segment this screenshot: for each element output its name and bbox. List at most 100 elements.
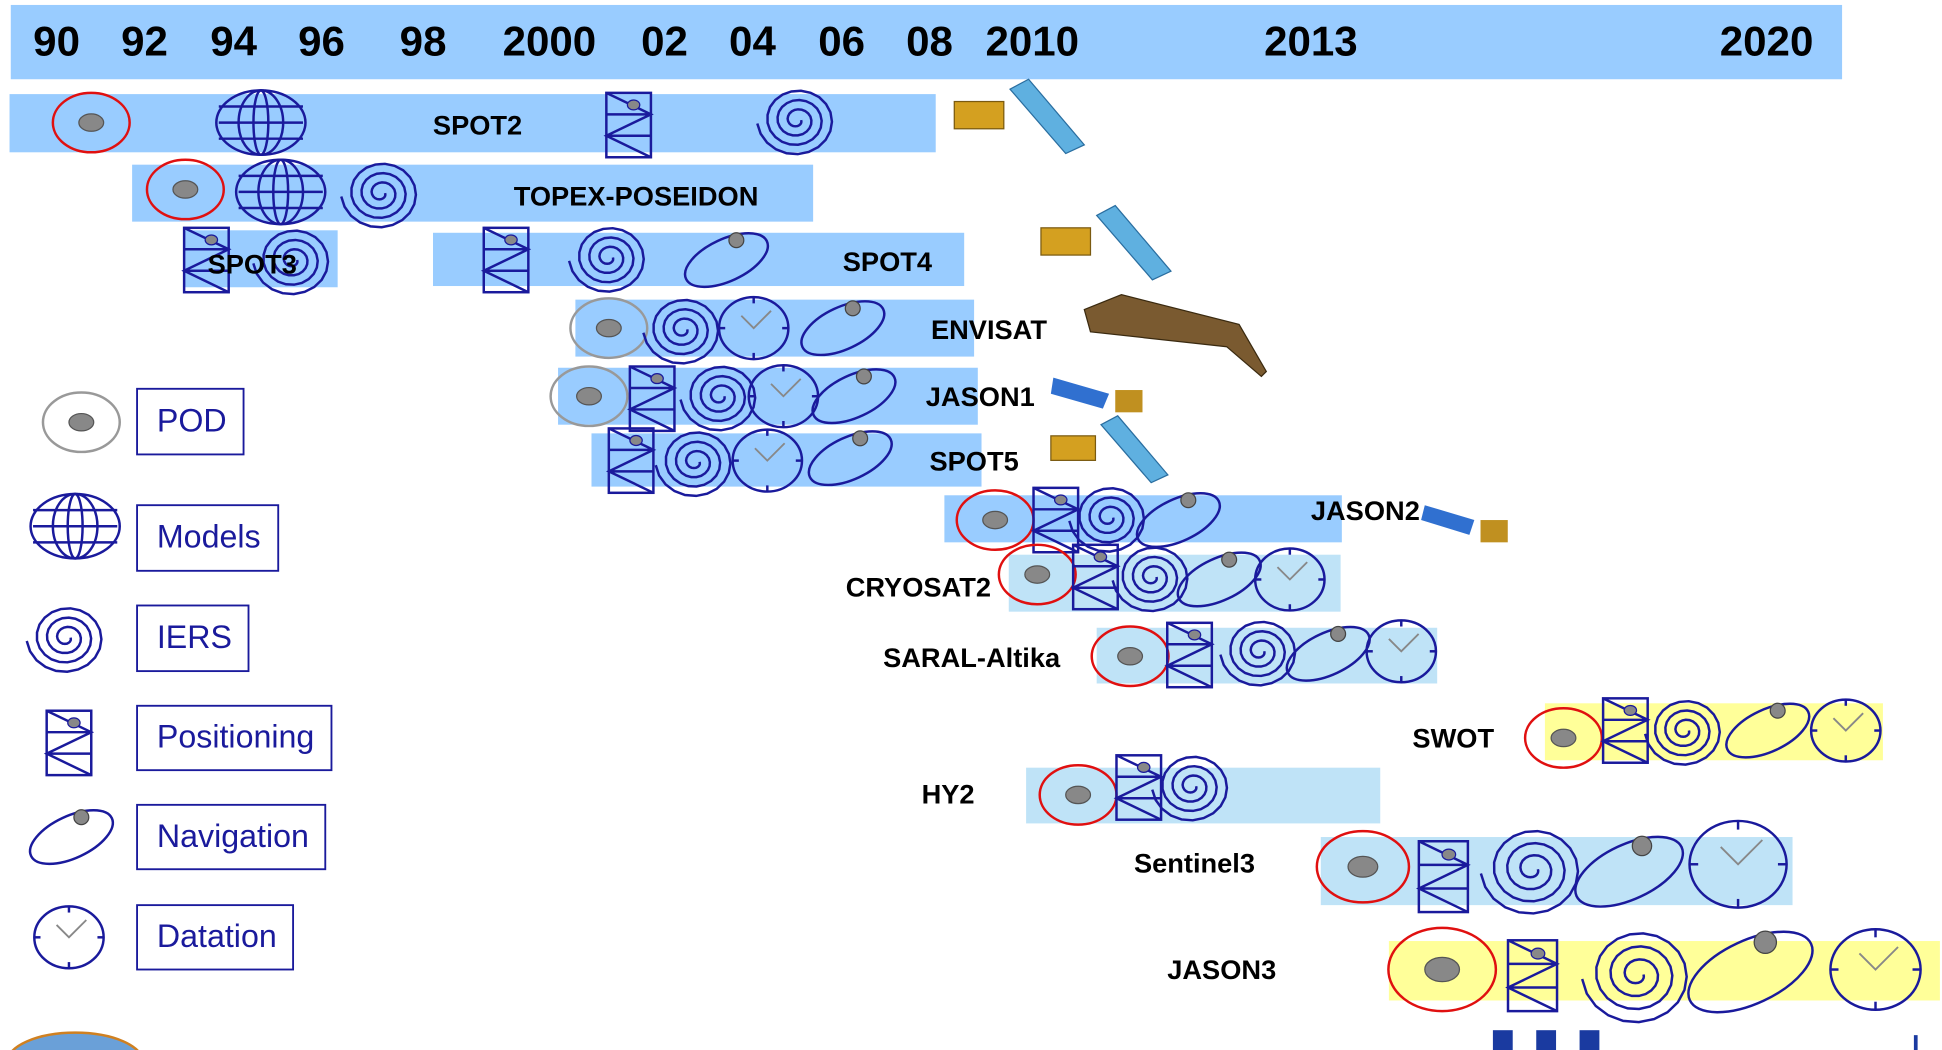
satellite-body xyxy=(1050,435,1097,461)
iers-spiral xyxy=(1580,932,1688,1024)
mission-bar xyxy=(558,367,978,425)
mission-bar xyxy=(1544,703,1883,761)
year-label: 2000 xyxy=(503,18,597,65)
satellite-panel xyxy=(1095,204,1172,281)
year-label: 94 xyxy=(210,18,257,65)
iers-spiral xyxy=(756,89,834,156)
legend-box xyxy=(136,704,333,772)
mission-label: TOPEX-POSEIDON xyxy=(514,180,759,211)
iers-spiral xyxy=(1219,620,1297,687)
positioning-dot xyxy=(650,373,664,385)
year-label: 2010 xyxy=(985,18,1079,65)
navigation-orbit xyxy=(1285,625,1371,682)
positioning-frame xyxy=(482,226,530,294)
satellite-panel xyxy=(1100,415,1169,484)
iers-spiral xyxy=(567,226,645,293)
mission-bar xyxy=(1388,941,1940,1001)
satellite-jason xyxy=(1050,377,1110,409)
legend-label: Navigation xyxy=(157,818,309,854)
datation-hands xyxy=(740,310,772,330)
positioning-dot xyxy=(1053,494,1068,506)
positioning-frame xyxy=(1601,697,1649,764)
positioning-dot xyxy=(1187,629,1202,641)
mission-label: JASON2 xyxy=(1311,495,1420,526)
pod-core xyxy=(982,510,1009,530)
datation-hands xyxy=(1858,946,1899,971)
mission-label: SPOT5 xyxy=(929,445,1018,476)
year-label: 2013 xyxy=(1264,18,1358,65)
navigation-orbit xyxy=(807,430,893,487)
legend-box xyxy=(136,387,245,456)
year-label: 98 xyxy=(400,18,447,65)
legend-label: IERS xyxy=(157,619,232,655)
pod-ring xyxy=(549,365,629,428)
legend-label: Datation xyxy=(157,918,277,954)
mission-bar xyxy=(591,433,982,487)
navigation-sat xyxy=(73,809,90,826)
positioning-dot xyxy=(626,99,641,111)
satellite-jason2 xyxy=(1421,505,1475,535)
satellite-jason-body xyxy=(1115,390,1143,413)
satellite-jason2-body xyxy=(1480,520,1508,543)
pod-core xyxy=(172,180,199,199)
pod-ring xyxy=(51,91,131,154)
datation-hands xyxy=(55,919,87,939)
positioning-frame xyxy=(1071,543,1119,611)
year-label: 96 xyxy=(298,18,345,65)
mission-label: SPOT2 xyxy=(433,110,522,141)
pod-ring xyxy=(1315,829,1411,904)
year-header xyxy=(10,4,1843,80)
pod-ring xyxy=(41,391,121,454)
positioning-frame xyxy=(605,91,653,159)
pod-core xyxy=(1550,728,1577,748)
navigation-sat xyxy=(728,232,745,249)
legend-label: Models xyxy=(157,519,261,555)
positioning-dot xyxy=(1093,551,1108,563)
iers-spiral xyxy=(252,229,330,296)
navigation-orbit xyxy=(683,231,770,289)
pod-ring xyxy=(145,158,225,221)
iers-spiral xyxy=(1479,829,1580,915)
positioning-frame xyxy=(182,226,230,294)
pod-core xyxy=(1347,855,1379,878)
pod-core xyxy=(1424,956,1461,983)
navigation-orbit xyxy=(1135,491,1222,549)
navigation-orbit xyxy=(1687,930,1814,1014)
datation-hands xyxy=(1388,633,1420,653)
positioning-frame xyxy=(1506,939,1559,1013)
navigation-sat xyxy=(844,300,861,317)
mission-label: SPOT3 xyxy=(208,248,297,279)
pod-core xyxy=(576,386,603,406)
navigation-orbit xyxy=(800,300,886,357)
mission-label: SWOT xyxy=(1412,723,1494,754)
year-label: 06 xyxy=(818,18,865,65)
year-label: 08 xyxy=(906,18,953,65)
logo-globe xyxy=(11,1031,139,1050)
positioning-dot xyxy=(629,434,643,447)
navigation-sat xyxy=(855,368,872,385)
mission-label: Sentinel3 xyxy=(1134,848,1255,879)
legend-box xyxy=(136,803,327,871)
mission-bar xyxy=(432,232,965,287)
logo-block xyxy=(1536,1030,1557,1050)
navigation-sat xyxy=(1631,835,1653,857)
pod-core xyxy=(1117,646,1144,666)
mission-label: CRYOSAT2 xyxy=(846,572,991,603)
year-label: 04 xyxy=(729,18,776,65)
iers-spiral xyxy=(642,298,720,365)
navigation-orbit xyxy=(811,368,897,425)
navigation-sat xyxy=(852,430,869,447)
positioning-dot xyxy=(1623,704,1638,716)
legend-label: Positioning xyxy=(157,719,314,755)
legend-box xyxy=(136,904,295,971)
year-label: 90 xyxy=(33,18,80,65)
mission-bar xyxy=(575,299,975,357)
legend-label: POD xyxy=(157,402,227,438)
pod-ring xyxy=(1387,926,1498,1013)
legend-box xyxy=(136,504,280,572)
legend-box xyxy=(136,604,250,673)
iers-spiral xyxy=(679,365,757,432)
iers-spiral xyxy=(1151,755,1229,822)
mission-label: JASON1 xyxy=(926,381,1035,412)
